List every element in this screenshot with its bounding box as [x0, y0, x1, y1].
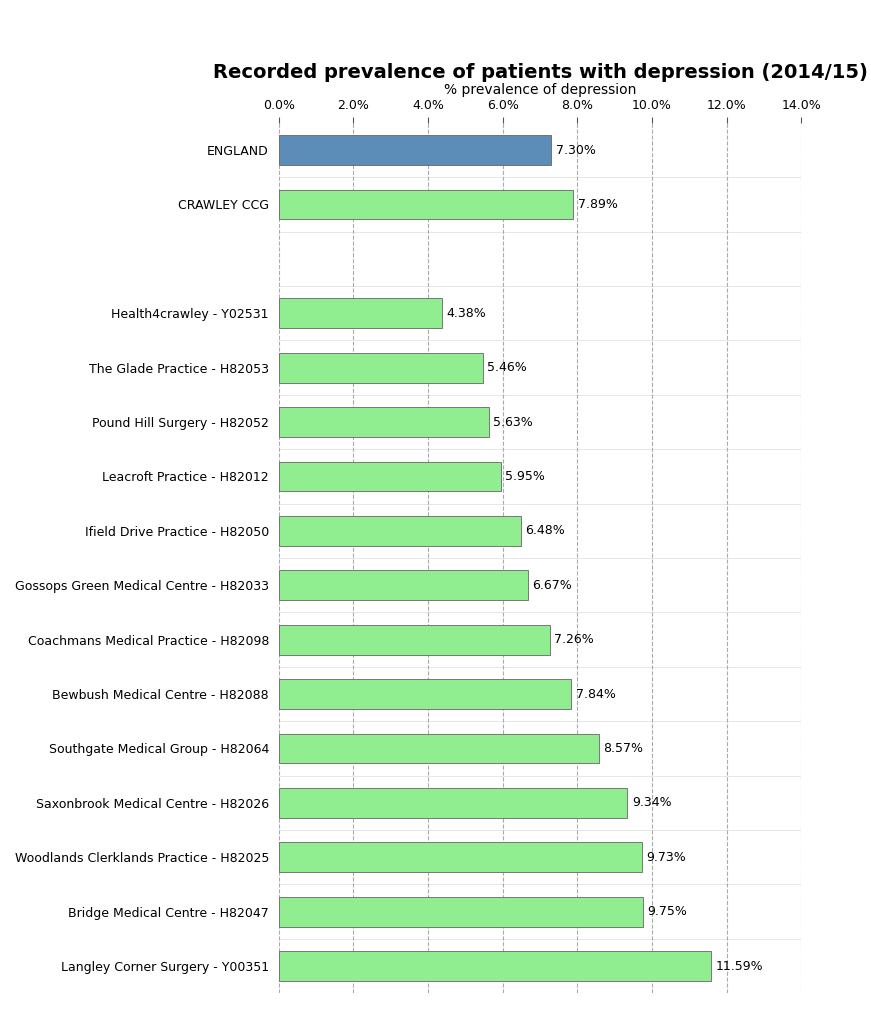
Bar: [279, 787, 627, 818]
Text: 8.57%: 8.57%: [603, 742, 643, 755]
Text: 7.26%: 7.26%: [554, 633, 594, 646]
Bar: [279, 625, 550, 654]
Bar: [279, 951, 712, 981]
Text: 7.89%: 7.89%: [577, 198, 618, 211]
Bar: [279, 408, 489, 437]
Text: 5.95%: 5.95%: [505, 470, 545, 483]
Text: 6.48%: 6.48%: [525, 524, 564, 538]
Text: 7.30%: 7.30%: [556, 143, 596, 157]
Bar: [279, 462, 501, 492]
Bar: [279, 679, 571, 709]
Text: 4.38%: 4.38%: [447, 307, 486, 319]
Bar: [279, 516, 521, 546]
Text: 9.75%: 9.75%: [647, 905, 687, 919]
Text: 7.84%: 7.84%: [576, 687, 616, 700]
Bar: [279, 298, 442, 329]
Text: 5.63%: 5.63%: [493, 416, 533, 429]
Text: 5.46%: 5.46%: [487, 361, 527, 374]
Bar: [279, 189, 573, 219]
Text: 9.34%: 9.34%: [631, 797, 672, 809]
Text: 6.67%: 6.67%: [532, 579, 572, 592]
Text: 11.59%: 11.59%: [716, 959, 764, 973]
Bar: [279, 135, 551, 165]
Title: Recorded prevalence of patients with depression (2014/15): Recorded prevalence of patients with dep…: [213, 63, 868, 83]
Bar: [279, 570, 528, 600]
Bar: [279, 897, 643, 927]
Bar: [279, 843, 642, 872]
Text: 9.73%: 9.73%: [646, 851, 686, 864]
Bar: [279, 352, 483, 383]
Bar: [279, 733, 598, 764]
X-axis label: % prevalence of depression: % prevalence of depression: [444, 83, 636, 97]
